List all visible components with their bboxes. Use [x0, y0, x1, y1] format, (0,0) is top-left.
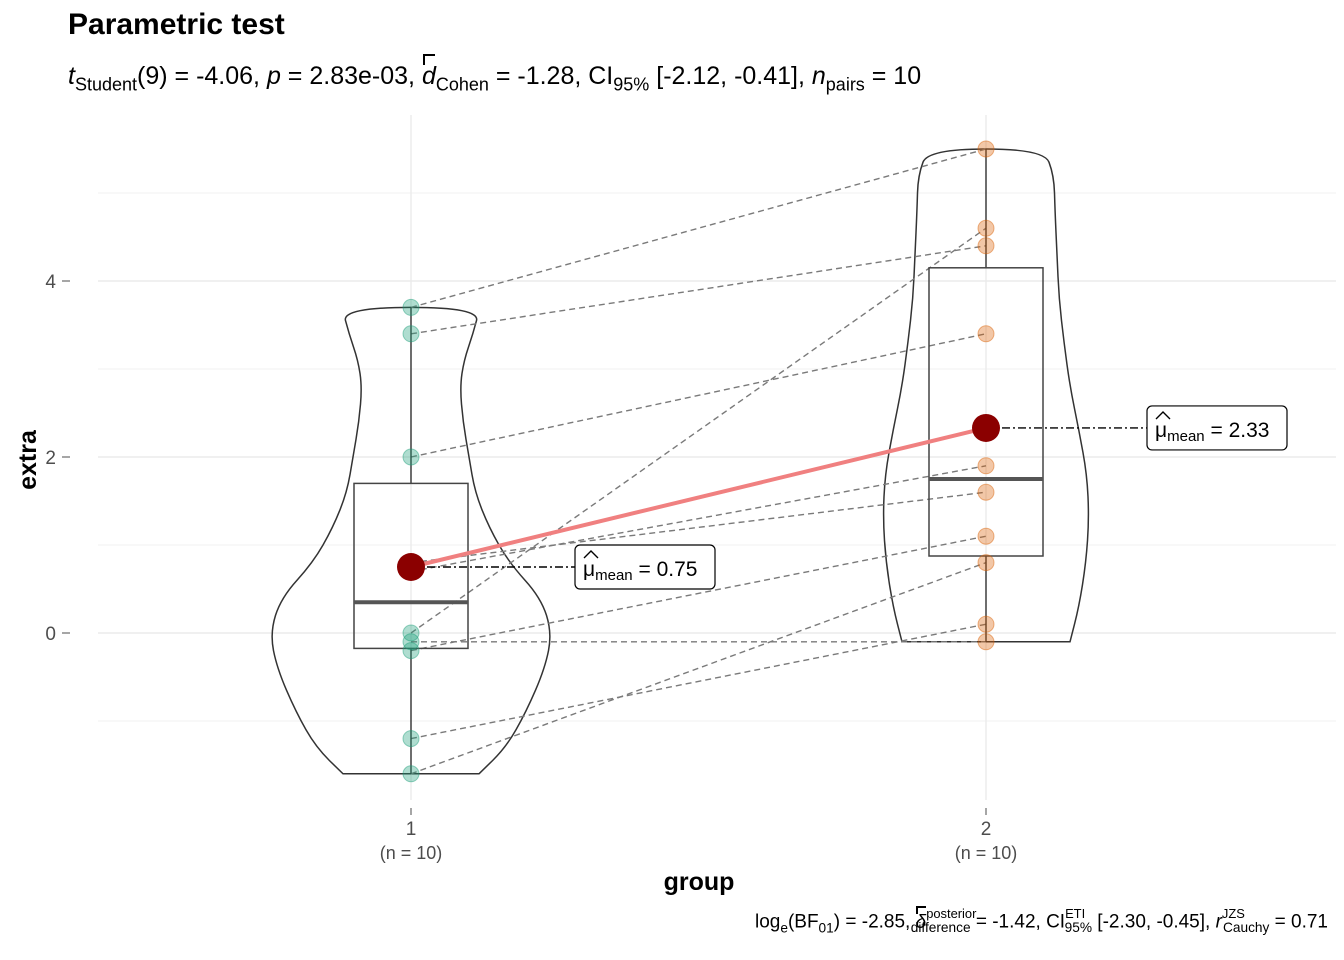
pair-line: [410, 227, 987, 634]
data-points: [402, 140, 995, 783]
grid-lines: [98, 115, 1336, 800]
df-text: (9): [137, 62, 168, 90]
pair-line: [410, 561, 987, 775]
d-subscript: Cohen: [435, 74, 489, 95]
mean-label: μmean = 2.33: [1146, 405, 1288, 451]
bf-value: ) = -2.85,: [833, 911, 916, 933]
ci-value: [-2.12, -0.41],: [649, 62, 812, 90]
ci-value: [-2.30, -0.45],: [1092, 911, 1216, 933]
point-group-2: [977, 457, 995, 475]
n-value: = 10: [864, 62, 922, 90]
mu-hat-icon: [1155, 410, 1171, 420]
y-tick-label: 0: [45, 624, 56, 645]
pair-line: [410, 148, 987, 309]
point-group-1: [402, 325, 420, 343]
n-symbol: n: [811, 62, 826, 90]
violins: [271, 148, 1090, 775]
point-group-1: [402, 642, 420, 660]
point-group-1: [402, 730, 420, 748]
delta-symbol: δ: [915, 911, 927, 933]
n-subscript: pairs: [825, 74, 865, 95]
p-symbol: p: [266, 62, 281, 90]
pair-line: [410, 245, 987, 335]
mean-sub: mean: [595, 567, 633, 584]
mean-sub: mean: [1167, 428, 1205, 445]
r-sub: Cauchy: [1223, 920, 1270, 936]
mu-symbol: μ: [1155, 419, 1167, 442]
x-axis-label: group: [664, 868, 735, 896]
pair-line: [410, 465, 987, 573]
box-iqr: [928, 267, 1044, 557]
mean-point: [397, 553, 425, 581]
log-sub: e: [780, 920, 788, 936]
mu-symbol: μ: [583, 558, 595, 581]
mean-label-box: [574, 544, 716, 590]
mean-value: = 0.75: [633, 558, 698, 581]
point-group-1: [402, 624, 420, 642]
point-group-1: [402, 448, 420, 466]
point-group-1: [402, 633, 420, 651]
ci-subscript: 95%: [613, 74, 650, 95]
mean-connector: [410, 426, 987, 569]
x-tick-n-label: (n = 10): [955, 843, 1018, 863]
point-group-2: [977, 219, 995, 237]
point-group-2: [977, 554, 995, 572]
mean-value: = 2.33: [1205, 419, 1270, 442]
ci-sup: ETI: [1065, 906, 1086, 921]
r-symbol: r: [1215, 911, 1222, 933]
pair-line: [410, 535, 987, 652]
point-group-2: [977, 140, 995, 158]
bf-sub: 01: [818, 920, 834, 936]
paired-lines: [410, 148, 987, 775]
chart-title: Parametric test: [68, 8, 285, 41]
mean-label-text: μmean = 2.33: [1155, 419, 1269, 445]
r-value: = 0.71: [1269, 911, 1328, 933]
point-group-2: [977, 615, 995, 633]
d-symbol: d: [421, 62, 436, 90]
point-group-2: [977, 527, 995, 545]
p-value: = 2.83e-03,: [280, 62, 422, 90]
mu-hat-icon: [583, 550, 599, 559]
mean-label-box: [1146, 405, 1288, 451]
axes: 0 2 4 1 (n = 10) 2 (n = 10) group extra: [14, 272, 1017, 896]
x-tick-n-label: (n = 10): [380, 843, 443, 863]
violin-group-1: [271, 306, 551, 775]
bf-text: (BF: [787, 911, 819, 933]
t-subscript: Student: [74, 74, 138, 95]
x-tick-label: 2: [981, 819, 992, 840]
ci-sub: 95%: [1064, 920, 1093, 936]
y-axis-label: extra: [14, 429, 42, 490]
delta-value: = -1.42, CI: [970, 911, 1066, 933]
mean-point: [972, 413, 1000, 442]
delta-sup: posterior: [926, 906, 977, 921]
log-text: log: [754, 911, 781, 933]
box-iqr: [353, 482, 469, 650]
y-tick-label: 4: [45, 272, 56, 293]
mean-label: μmean = 0.75: [574, 544, 716, 590]
x-tick-label: 1: [406, 819, 417, 840]
point-group-2: [977, 483, 995, 501]
pair-line: [410, 491, 987, 564]
t-symbol: t: [68, 62, 75, 90]
r-sup: JZS: [1221, 906, 1245, 921]
boxplots: [353, 149, 1044, 774]
d-value: = -1.28, CI: [488, 62, 614, 90]
point-group-2: [977, 325, 995, 343]
point-group-1: [402, 298, 420, 316]
point-group-2: [977, 633, 995, 651]
point-group-1: [402, 765, 420, 783]
point-group-2: [977, 237, 995, 255]
mean-label-text: μmean = 0.75: [583, 558, 697, 584]
pair-line: [410, 623, 987, 740]
pair-line: [410, 333, 987, 458]
y-tick-label: 2: [45, 448, 56, 469]
chart-caption: loge(BF01) = -2.85, δposteriordifference…: [755, 906, 1328, 935]
chart-subtitle: tStudent(9) = -4.06, p = 2.83e-03, dCohe…: [68, 62, 921, 95]
t-value: = -4.06,: [167, 62, 267, 90]
